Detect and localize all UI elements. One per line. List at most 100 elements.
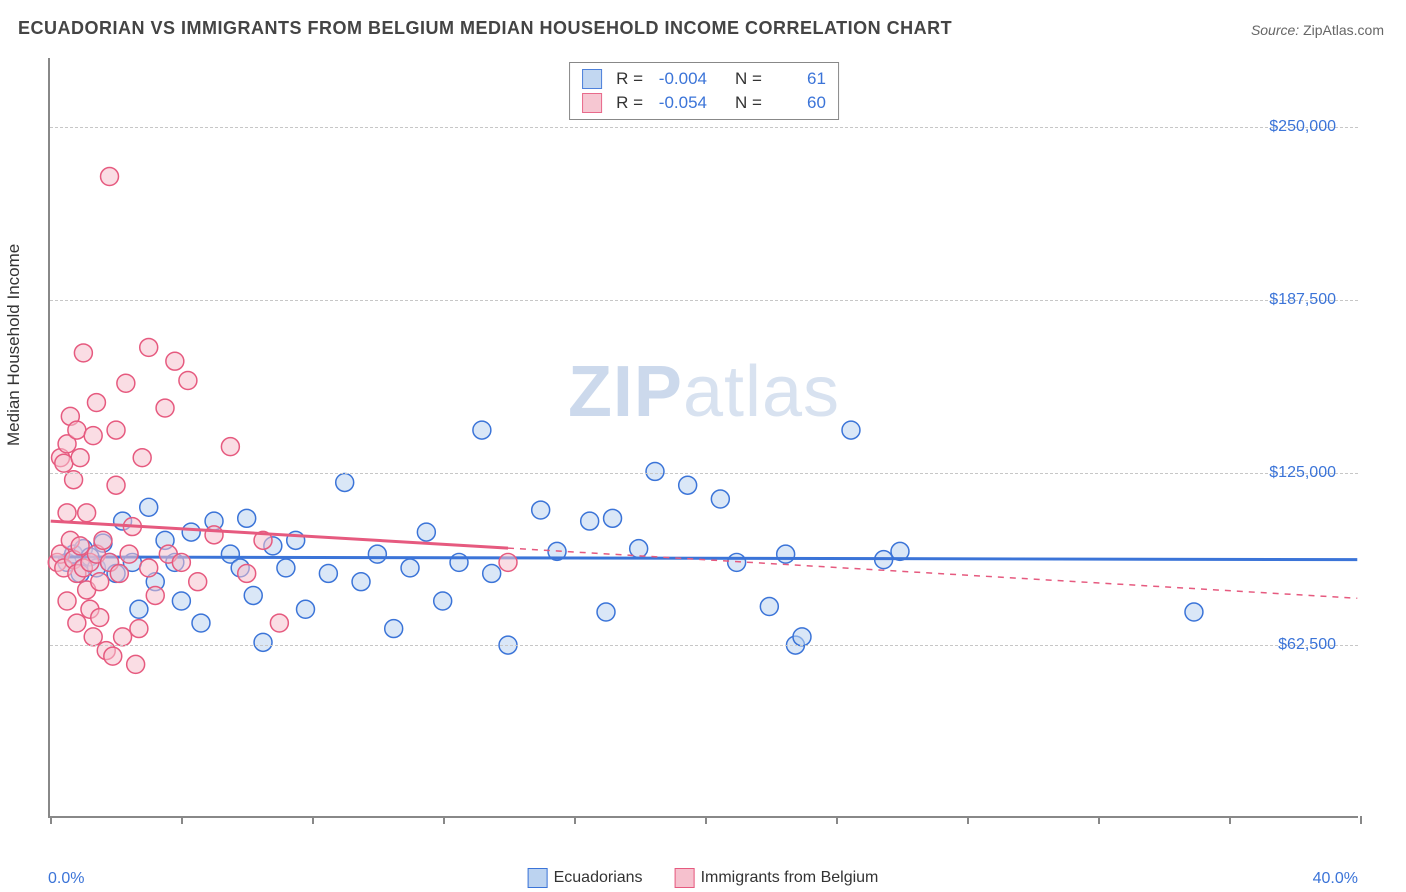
data-point	[87, 394, 105, 412]
legend-swatch	[582, 93, 602, 113]
data-point	[711, 490, 729, 508]
data-point	[91, 609, 109, 627]
legend-swatch	[675, 868, 695, 888]
data-point	[91, 573, 109, 591]
y-tick-label: $250,000	[1269, 118, 1336, 136]
data-point	[58, 504, 76, 522]
x-tick	[312, 816, 314, 824]
source-attribution: Source: ZipAtlas.com	[1251, 22, 1384, 38]
data-point	[581, 512, 599, 530]
data-point	[352, 573, 370, 591]
x-tick	[443, 816, 445, 824]
x-tick	[705, 816, 707, 824]
data-point	[114, 628, 132, 646]
gridline	[50, 127, 1358, 128]
data-point	[417, 523, 435, 541]
data-point	[55, 454, 73, 472]
y-tick-label: $187,500	[1269, 291, 1336, 309]
x-tick	[1360, 816, 1362, 824]
y-axis-label: Median Household Income	[4, 244, 24, 446]
legend-item: Ecuadorians	[528, 868, 643, 888]
data-point	[532, 501, 550, 519]
chart-svg	[50, 58, 1358, 816]
x-tick	[1098, 816, 1100, 824]
data-point	[221, 438, 239, 456]
data-point	[319, 564, 337, 582]
chart-title: ECUADORIAN VS IMMIGRANTS FROM BELGIUM ME…	[18, 18, 952, 39]
data-point	[597, 603, 615, 621]
data-point	[107, 421, 125, 439]
data-point	[238, 564, 256, 582]
source-value: ZipAtlas.com	[1303, 22, 1384, 38]
data-point	[679, 476, 697, 494]
data-point	[140, 559, 158, 577]
gridline	[50, 473, 1358, 474]
data-point	[238, 509, 256, 527]
x-tick	[967, 816, 969, 824]
x-tick	[50, 816, 52, 824]
data-point	[728, 553, 746, 571]
x-tick	[181, 816, 183, 824]
data-point	[760, 598, 778, 616]
r-value: -0.054	[651, 93, 707, 113]
data-point	[140, 498, 158, 516]
data-point	[842, 421, 860, 439]
data-point	[71, 537, 89, 555]
plot-area: ZIPatlas R =-0.004N =61R =-0.054N =60 $6…	[48, 58, 1358, 818]
data-point	[646, 462, 664, 480]
data-point	[434, 592, 452, 610]
data-point	[270, 614, 288, 632]
legend-item: Immigrants from Belgium	[675, 868, 879, 888]
n-label: N =	[735, 69, 762, 89]
x-tick	[1229, 816, 1231, 824]
data-point	[192, 614, 210, 632]
data-point	[473, 421, 491, 439]
data-point	[78, 504, 96, 522]
data-point	[182, 523, 200, 541]
data-point	[189, 573, 207, 591]
data-point	[336, 474, 354, 492]
data-point	[1185, 603, 1203, 621]
data-point	[68, 421, 86, 439]
data-point	[127, 655, 145, 673]
data-point	[71, 449, 89, 467]
gridline	[50, 300, 1358, 301]
data-point	[140, 338, 158, 356]
data-point	[130, 620, 148, 638]
data-point	[297, 600, 315, 618]
data-point	[166, 352, 184, 370]
legend-swatch	[528, 868, 548, 888]
x-axis-max-label: 40.0%	[1313, 870, 1358, 888]
data-point	[130, 600, 148, 618]
data-point	[120, 545, 138, 563]
data-point	[117, 374, 135, 392]
data-point	[101, 168, 119, 186]
data-point	[104, 647, 122, 665]
data-point	[156, 399, 174, 417]
n-label: N =	[735, 93, 762, 113]
r-label: R =	[616, 69, 643, 89]
y-tick-label: $62,500	[1278, 636, 1336, 654]
x-axis-min-label: 0.0%	[48, 870, 84, 888]
x-tick	[836, 816, 838, 824]
n-value: 60	[770, 93, 826, 113]
data-point	[254, 633, 272, 651]
n-value: 61	[770, 69, 826, 89]
data-point	[146, 587, 164, 605]
data-point	[172, 592, 190, 610]
data-point	[179, 372, 197, 390]
data-point	[793, 628, 811, 646]
legend-label: Immigrants from Belgium	[701, 869, 879, 886]
data-point	[244, 587, 262, 605]
legend-swatch	[582, 69, 602, 89]
data-point	[58, 592, 76, 610]
gridline	[50, 645, 1358, 646]
data-point	[604, 509, 622, 527]
stats-legend-row: R =-0.004N =61	[582, 67, 826, 91]
data-point	[172, 553, 190, 571]
data-point	[107, 476, 125, 494]
data-point	[205, 526, 223, 544]
data-point	[84, 628, 102, 646]
data-point	[450, 553, 468, 571]
data-point	[84, 427, 102, 445]
